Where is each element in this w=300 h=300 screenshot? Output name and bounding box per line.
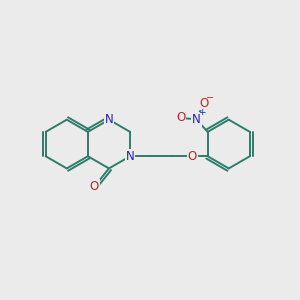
Text: O: O [188,150,197,163]
Text: N: N [192,113,201,126]
Text: O: O [199,97,208,110]
Text: N: N [126,150,134,163]
Text: O: O [89,180,99,193]
Text: −: − [206,93,214,103]
Text: +: + [198,108,206,117]
Text: N: N [105,113,113,126]
Text: O: O [176,111,185,124]
